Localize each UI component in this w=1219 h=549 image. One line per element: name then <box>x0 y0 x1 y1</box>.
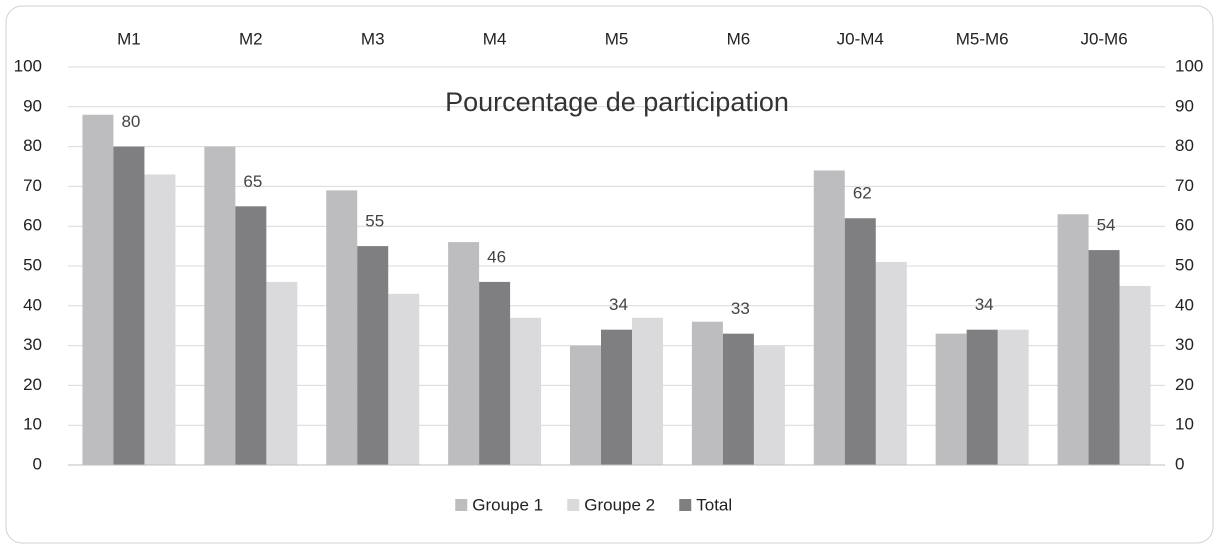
bar <box>875 262 907 465</box>
y-tick-label: 70 <box>23 176 42 195</box>
bar <box>204 146 236 465</box>
x-tick-label: M3 <box>361 29 385 48</box>
data-label: 54 <box>1097 216 1116 235</box>
legend-swatch <box>455 499 468 511</box>
bar <box>997 329 1029 465</box>
bar <box>388 293 420 465</box>
legend-swatch <box>567 499 580 511</box>
y-tick-label: 90 <box>23 96 42 115</box>
bar <box>691 321 723 465</box>
bar <box>813 170 845 466</box>
bar <box>326 190 358 465</box>
y-tick-label: 30 <box>23 335 42 354</box>
y2-tick-label: 20 <box>1175 375 1194 394</box>
legend-label: Total <box>696 495 732 514</box>
bar <box>570 345 601 465</box>
legend-swatch <box>679 499 692 511</box>
x-tick-label: M5-M6 <box>956 29 1009 48</box>
y-tick-label: 60 <box>23 216 42 235</box>
y2-tick-label: 10 <box>1175 415 1194 434</box>
bar <box>510 317 542 465</box>
data-label: 62 <box>853 184 872 203</box>
y2-tick-label: 0 <box>1175 454 1184 473</box>
x-tick-label: M1 <box>117 29 141 48</box>
y2-tick-label: 90 <box>1175 96 1194 115</box>
bar <box>113 146 145 465</box>
chart-title: Pourcentage de participation <box>445 87 789 117</box>
y-tick-label: 100 <box>14 56 42 75</box>
x-tick-label: M6 <box>727 29 751 48</box>
x-tick-label: M4 <box>483 29 507 48</box>
y2-tick-label: 40 <box>1175 295 1194 314</box>
data-label: 65 <box>243 172 262 191</box>
y-tick-label: 80 <box>23 136 42 155</box>
y-tick-label: 0 <box>33 454 42 473</box>
legend-label: Groupe 1 <box>472 495 543 514</box>
bar <box>448 242 480 465</box>
y2-tick-label: 80 <box>1175 136 1194 155</box>
data-label: 34 <box>609 295 628 314</box>
x-tick-label: J0-M6 <box>1080 29 1127 48</box>
data-label: 34 <box>975 295 994 314</box>
y2-tick-label: 60 <box>1175 216 1194 235</box>
legend-label: Groupe 2 <box>584 495 655 514</box>
y2-tick-label: 100 <box>1175 56 1203 75</box>
y-tick-label: 40 <box>23 295 42 314</box>
y-tick-label: 20 <box>23 375 42 394</box>
chart-frame <box>5 5 1214 544</box>
bar <box>632 317 663 465</box>
bar <box>935 333 967 465</box>
bar <box>357 246 389 465</box>
x-tick-label: J0-M4 <box>837 29 884 48</box>
bar <box>235 206 267 466</box>
bar <box>966 329 998 465</box>
bar <box>1057 214 1089 465</box>
y2-tick-label: 50 <box>1175 255 1194 274</box>
x-tick-label: M2 <box>239 29 263 48</box>
bar <box>753 345 785 465</box>
bar <box>144 174 176 465</box>
data-label: 80 <box>121 112 140 131</box>
y2-tick-label: 70 <box>1175 176 1194 195</box>
x-tick-label: M5 <box>605 29 629 48</box>
y-tick-label: 10 <box>23 415 42 434</box>
bar <box>844 218 876 465</box>
bar <box>479 281 511 465</box>
data-label: 46 <box>487 247 506 266</box>
bar <box>266 281 298 465</box>
bar <box>1088 250 1120 465</box>
bar <box>601 329 632 465</box>
bar <box>722 333 754 465</box>
data-label: 55 <box>365 212 384 231</box>
y2-tick-label: 30 <box>1175 335 1194 354</box>
bar <box>1119 285 1151 465</box>
data-label: 33 <box>731 299 750 318</box>
y-tick-label: 50 <box>23 255 42 274</box>
bar <box>82 114 114 465</box>
